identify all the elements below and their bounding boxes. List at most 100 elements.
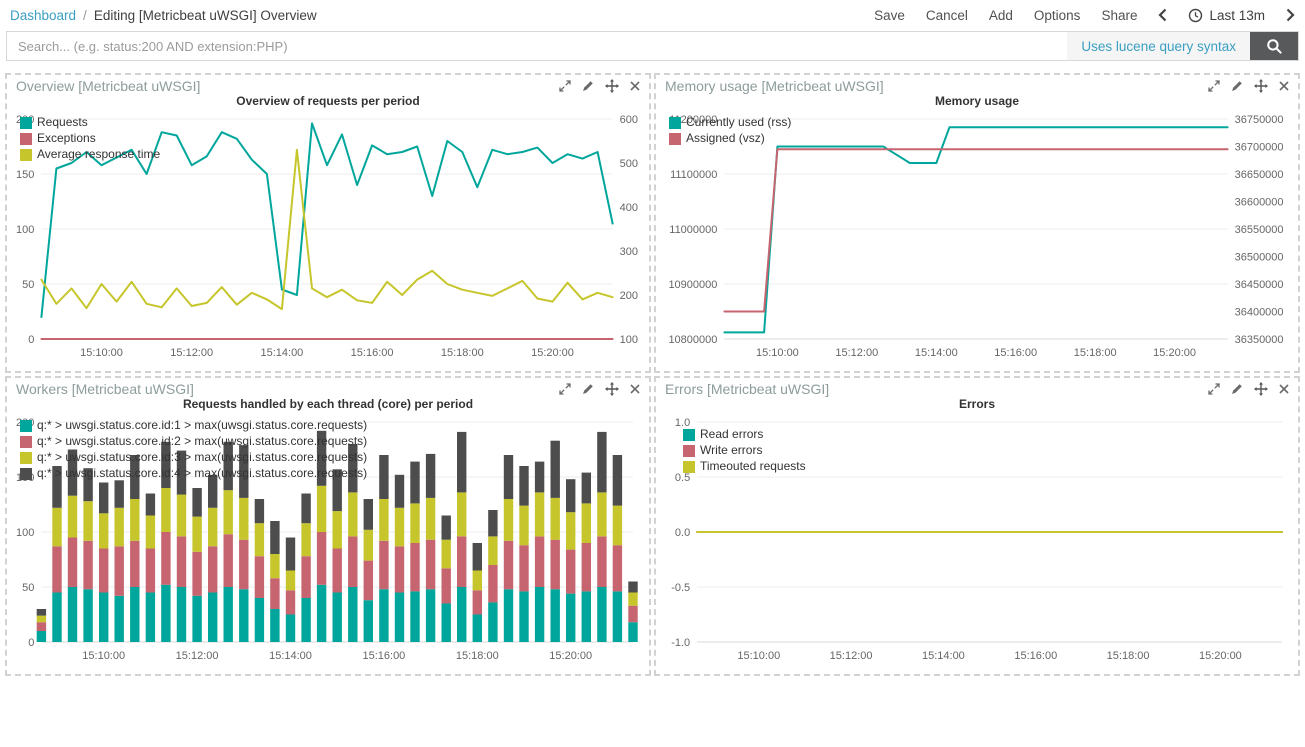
workers-bar-chart[interactable]: 05010015020015:10:0015:12:0015:14:0015:1… xyxy=(7,414,647,664)
legend-item[interactable]: Exceptions xyxy=(20,131,160,146)
panel-controls xyxy=(559,382,640,396)
legend-item[interactable]: q:* > uwsgi.status.core.id:2 > max(uwsgi… xyxy=(20,434,367,449)
search-bar: Uses lucene query syntax xyxy=(6,31,1299,61)
legend-item[interactable]: Assigned (vsz) xyxy=(669,131,791,146)
time-picker-label: Last 13m xyxy=(1209,7,1265,23)
expand-icon[interactable] xyxy=(1208,80,1220,92)
svg-text:15:20:00: 15:20:00 xyxy=(1199,650,1242,662)
svg-text:15:10:00: 15:10:00 xyxy=(756,347,799,359)
svg-text:300: 300 xyxy=(620,246,638,258)
svg-text:15:20:00: 15:20:00 xyxy=(531,347,574,359)
move-icon[interactable] xyxy=(605,382,619,396)
svg-text:100: 100 xyxy=(16,527,34,539)
legend-swatch xyxy=(20,419,32,432)
edit-pencil-icon[interactable] xyxy=(582,80,594,92)
edit-pencil-icon[interactable] xyxy=(1231,80,1243,92)
clock-icon xyxy=(1188,8,1203,23)
lucene-syntax-link[interactable]: Uses lucene query syntax xyxy=(1067,32,1250,60)
chart-area: 10800000 10900000 11000000 11100000 11200000… xyxy=(656,111,1298,361)
svg-text:15:16:00: 15:16:00 xyxy=(362,650,405,662)
time-picker[interactable]: Last 13m xyxy=(1188,8,1265,23)
breadcrumb-dashboard-link[interactable]: Dashboard xyxy=(10,7,77,23)
search-icon xyxy=(1266,38,1283,55)
legend-swatch xyxy=(683,428,695,441)
memory-line-chart[interactable]: 10800000 10900000 11000000 11100000 11200000… xyxy=(656,111,1296,361)
close-icon[interactable] xyxy=(1279,81,1289,91)
svg-text:200: 200 xyxy=(620,290,638,302)
chart-area: 05010015020015:10:0015:12:0015:14:0015:1… xyxy=(7,414,649,664)
edit-pencil-icon[interactable] xyxy=(1231,383,1243,395)
expand-icon[interactable] xyxy=(559,80,571,92)
svg-text:100: 100 xyxy=(620,334,638,346)
legend-item[interactable]: Write errors xyxy=(683,443,806,458)
search-input[interactable] xyxy=(7,32,1068,60)
legend-item[interactable]: q:* > uwsgi.status.core.id:3 > max(uwsgi… xyxy=(20,450,367,465)
share-button[interactable]: Share xyxy=(1101,7,1138,23)
legend-item[interactable]: q:* > uwsgi.status.core.id:4 > max(uwsgi… xyxy=(20,466,367,481)
svg-text:11000000: 11000000 xyxy=(669,224,717,236)
legend-label: Exceptions xyxy=(37,131,96,145)
legend-item[interactable]: Read errors xyxy=(683,427,806,442)
svg-text:15:14:00: 15:14:00 xyxy=(915,347,958,359)
legend-item[interactable]: Average response time xyxy=(20,147,160,162)
edit-pencil-icon[interactable] xyxy=(582,383,594,395)
legend-label: q:* > uwsgi.status.core.id:4 > max(uwsgi… xyxy=(37,466,368,480)
options-button[interactable]: Options xyxy=(1033,7,1081,23)
legend-label: Read errors xyxy=(700,427,764,441)
close-icon[interactable] xyxy=(630,81,640,91)
legend-label: Write errors xyxy=(700,443,763,457)
svg-text:15:20:00: 15:20:00 xyxy=(1153,347,1196,359)
breadcrumb-current: Editing [Metricbeat uWSGI] Overview xyxy=(93,7,317,23)
panel-controls xyxy=(559,79,640,93)
legend-item[interactable]: Currently used (rss) xyxy=(669,115,791,130)
move-icon[interactable] xyxy=(1254,79,1268,93)
legend-swatch xyxy=(20,116,32,129)
expand-icon[interactable] xyxy=(1208,383,1220,395)
time-forward-icon[interactable] xyxy=(1286,8,1295,22)
svg-text:15:12:00: 15:12:00 xyxy=(176,650,219,662)
search-button[interactable] xyxy=(1250,32,1298,60)
cancel-button[interactable]: Cancel xyxy=(925,7,968,23)
breadcrumb: Dashboard / Editing [Metricbeat uWSGI] O… xyxy=(10,8,317,23)
svg-text:10900000: 10900000 xyxy=(668,279,717,291)
legend-swatch xyxy=(683,460,695,473)
move-icon[interactable] xyxy=(1254,382,1268,396)
save-button[interactable]: Save xyxy=(874,7,905,23)
legend-label: q:* > uwsgi.status.core.id:1 > max(uwsgi… xyxy=(37,418,368,432)
legend-item[interactable]: q:* > uwsgi.status.core.id:1 > max(uwsgi… xyxy=(20,418,367,433)
panel-controls xyxy=(1208,79,1289,93)
svg-text:15:16:00: 15:16:00 xyxy=(351,347,394,359)
legend-swatch xyxy=(20,467,32,480)
time-back-icon[interactable] xyxy=(1158,8,1167,22)
chart-title: Overview of requests per period xyxy=(236,94,420,108)
panel-header: Errors [Metricbeat uWSGI] xyxy=(656,378,1298,397)
close-icon[interactable] xyxy=(630,384,640,394)
chart-legend: q:* > uwsgi.status.core.id:1 > max(uwsgi… xyxy=(20,418,367,481)
chart-title: Errors xyxy=(958,397,996,411)
svg-text:400: 400 xyxy=(620,202,638,214)
svg-text:36450000: 36450000 xyxy=(1235,279,1284,291)
svg-text:36500000: 36500000 xyxy=(1235,252,1284,264)
panel-title: Workers [Metricbeat uWSGI] xyxy=(16,381,194,397)
legend-swatch xyxy=(683,444,695,457)
legend-swatch xyxy=(20,148,32,161)
add-button[interactable]: Add xyxy=(988,7,1013,23)
svg-text:15:18:00: 15:18:00 xyxy=(1074,347,1117,359)
svg-text:0: 0 xyxy=(28,637,34,649)
move-icon[interactable] xyxy=(605,79,619,93)
legend-label: Average response time xyxy=(37,147,161,161)
legend-item[interactable]: Requests xyxy=(20,115,160,130)
svg-text:36550000: 36550000 xyxy=(1235,224,1284,236)
legend-label: Requests xyxy=(37,115,88,129)
svg-text:15:18:00: 15:18:00 xyxy=(1107,650,1150,662)
nav-actions: Save Cancel Add Options Share Last 13m xyxy=(874,8,1295,23)
svg-text:0: 0 xyxy=(28,334,34,346)
expand-icon[interactable] xyxy=(559,383,571,395)
close-icon[interactable] xyxy=(1279,384,1289,394)
svg-text:0.0: 0.0 xyxy=(675,527,690,539)
svg-text:15:14:00: 15:14:00 xyxy=(922,650,965,662)
svg-text:15:12:00: 15:12:00 xyxy=(170,347,213,359)
svg-text:15:12:00: 15:12:00 xyxy=(830,650,873,662)
errors-line-chart[interactable]: -1.0 -0.5 0.0 0.5 1.0 15:10:00 15:12:00 15:14:0… xyxy=(656,414,1296,664)
legend-item[interactable]: Timeouted requests xyxy=(683,459,806,474)
